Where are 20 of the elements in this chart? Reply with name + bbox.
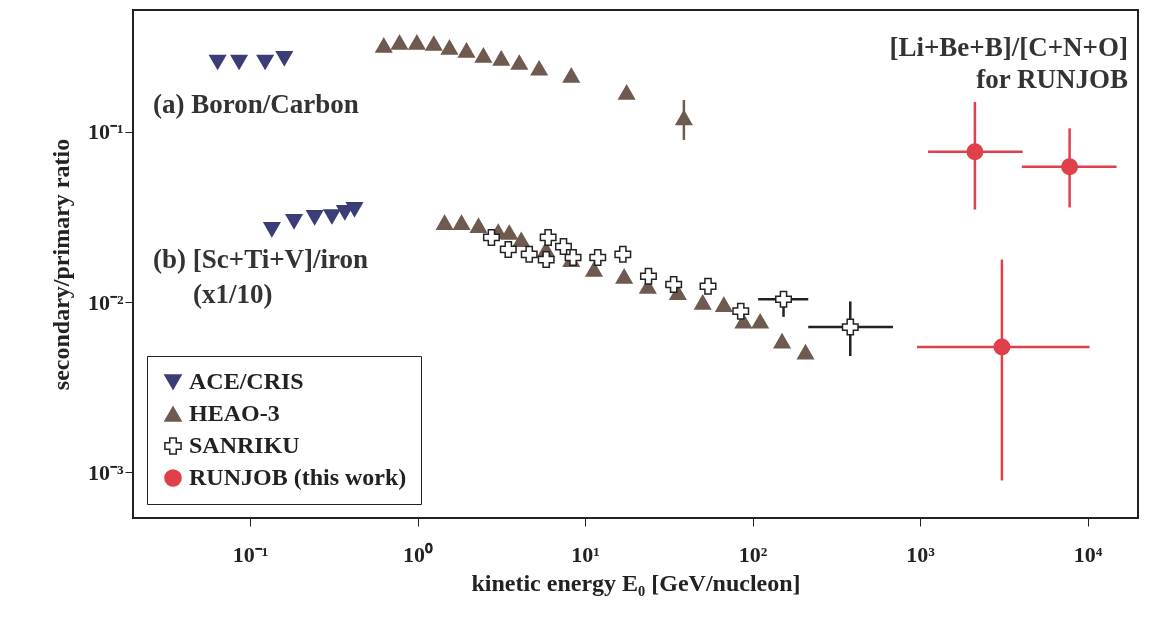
legend-label: ACE/CRIS [189, 368, 304, 394]
annotation: for RUNJOB [976, 64, 1128, 94]
y-axis-title: secondary/primary ratio [47, 138, 74, 391]
x-tick-label: 10⁰ [403, 541, 434, 567]
x-tick-label: 10⁴ [1073, 541, 1103, 567]
x-tick-label: 10⁻¹ [232, 541, 269, 567]
x-axis-title: kinetic energy E₀ [GeV/nucleon] [471, 569, 801, 596]
legend-label: HEAO-3 [189, 400, 280, 426]
x-tick-label: 10³ [906, 541, 936, 567]
annotation: (b) [Sc+Ti+V]/iron [153, 244, 369, 274]
legend-label: RUNJOB (this work) [189, 464, 407, 490]
y-tick-label: 10⁻¹ [87, 119, 124, 145]
annotation: (a) Boron/Carbon [153, 89, 359, 119]
y-tick-label: 10⁻³ [87, 459, 124, 485]
legend-label: SANRIKU [189, 432, 300, 458]
x-tick-label: 10¹ [571, 541, 600, 567]
y-tick-label: 10⁻² [87, 289, 124, 315]
annotation: (x1/10) [193, 279, 273, 309]
x-tick-label: 10² [738, 541, 768, 567]
annotation: [Li+Be+B]/[C+N+O] [889, 32, 1128, 62]
